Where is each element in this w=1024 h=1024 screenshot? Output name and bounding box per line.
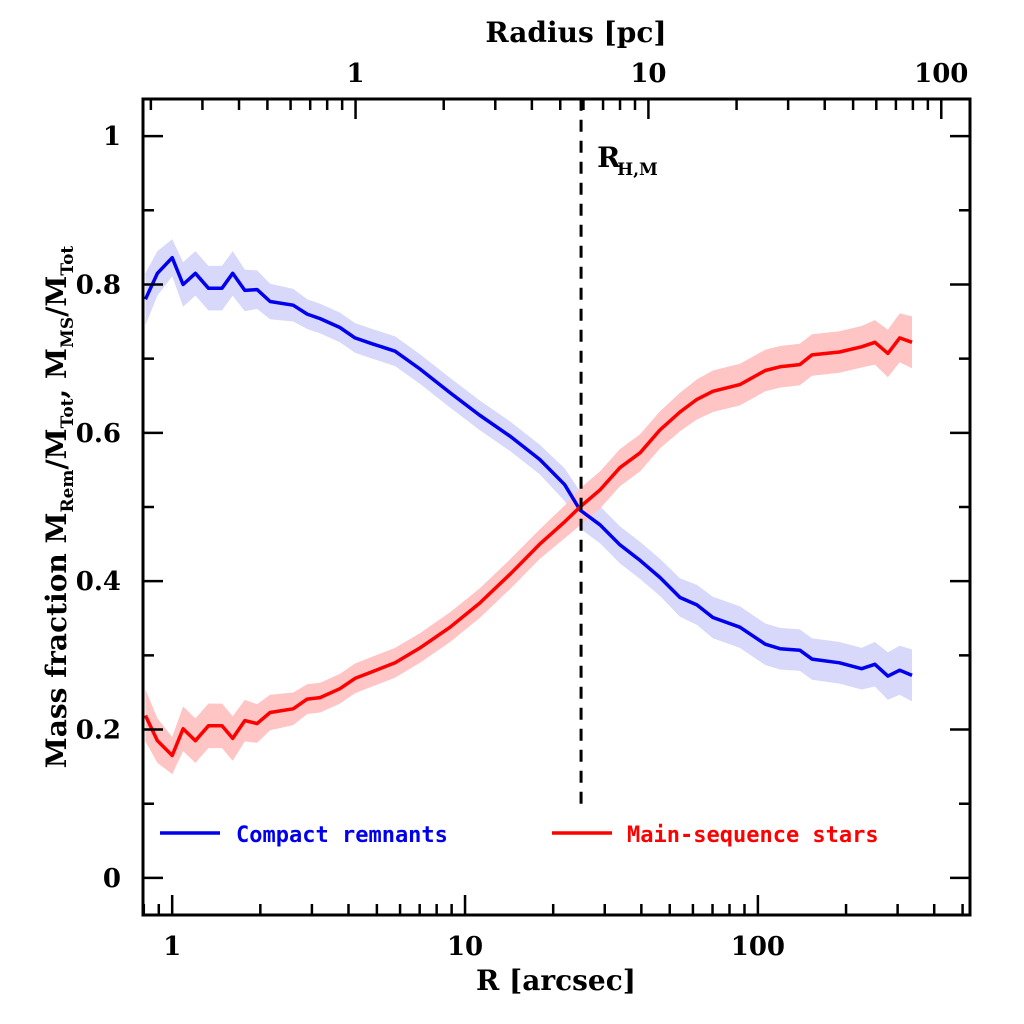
- legend-label: Main-sequence stars: [627, 823, 879, 848]
- axis-ticks: [142, 99, 970, 915]
- error-band-1: [145, 313, 912, 775]
- y-label-subscript: Tot: [58, 246, 78, 276]
- y-tick-label: 1: [103, 122, 121, 152]
- legend-item-1: Main-sequence stars: [552, 823, 879, 848]
- series-line-1: [143, 336, 913, 758]
- error-bands: [145, 239, 912, 775]
- y-label-part: /M: [40, 428, 73, 469]
- x-top-tick-label: 1: [347, 59, 365, 89]
- y-tick-label: 0.4: [76, 567, 121, 597]
- y-tick-label: 0.2: [76, 716, 121, 746]
- y-label-part: , M: [40, 348, 73, 399]
- legend: Compact remnants Main-sequence stars: [160, 823, 879, 848]
- tick-labels: 1 10 100 1 10 100 0 0.2 0.4 0.6 0.8 1: [76, 59, 969, 962]
- x-top-axis-title: Radius [pc]: [485, 16, 666, 49]
- y-label-part: /M: [40, 276, 73, 317]
- y-axis-title: Mass fraction MRem/MTot, MMS/MTot: [40, 246, 78, 769]
- series-lines: [143, 255, 913, 758]
- x-top-tick-label: 100: [914, 59, 968, 89]
- series-line-0: [143, 255, 913, 678]
- rhm-label-main: R: [597, 141, 621, 174]
- y-label-subscript: MS: [58, 317, 78, 348]
- half-mass-radius-label: RH,M: [597, 141, 658, 180]
- error-band-0: [145, 239, 912, 702]
- y-label-part: Mass fraction M: [40, 513, 73, 769]
- legend-item-0: Compact remnants: [160, 823, 448, 848]
- y-tick-label: 0: [103, 864, 121, 894]
- x-axis-title: R [arcsec]: [476, 964, 636, 997]
- x-tick-label: 1: [163, 932, 181, 962]
- rhm-label-sub: H,M: [617, 160, 658, 180]
- legend-label: Compact remnants: [236, 823, 448, 848]
- x-top-tick-label: 10: [630, 59, 666, 89]
- plot-frame: [141, 97, 972, 917]
- x-tick-label: 100: [731, 932, 785, 962]
- x-tick-label: 10: [447, 932, 483, 962]
- y-tick-label: 0.8: [76, 270, 121, 300]
- y-label-subscript: Tot: [58, 398, 78, 428]
- y-tick-label: 0.6: [76, 419, 121, 449]
- y-label-subscript: Rem: [58, 470, 78, 513]
